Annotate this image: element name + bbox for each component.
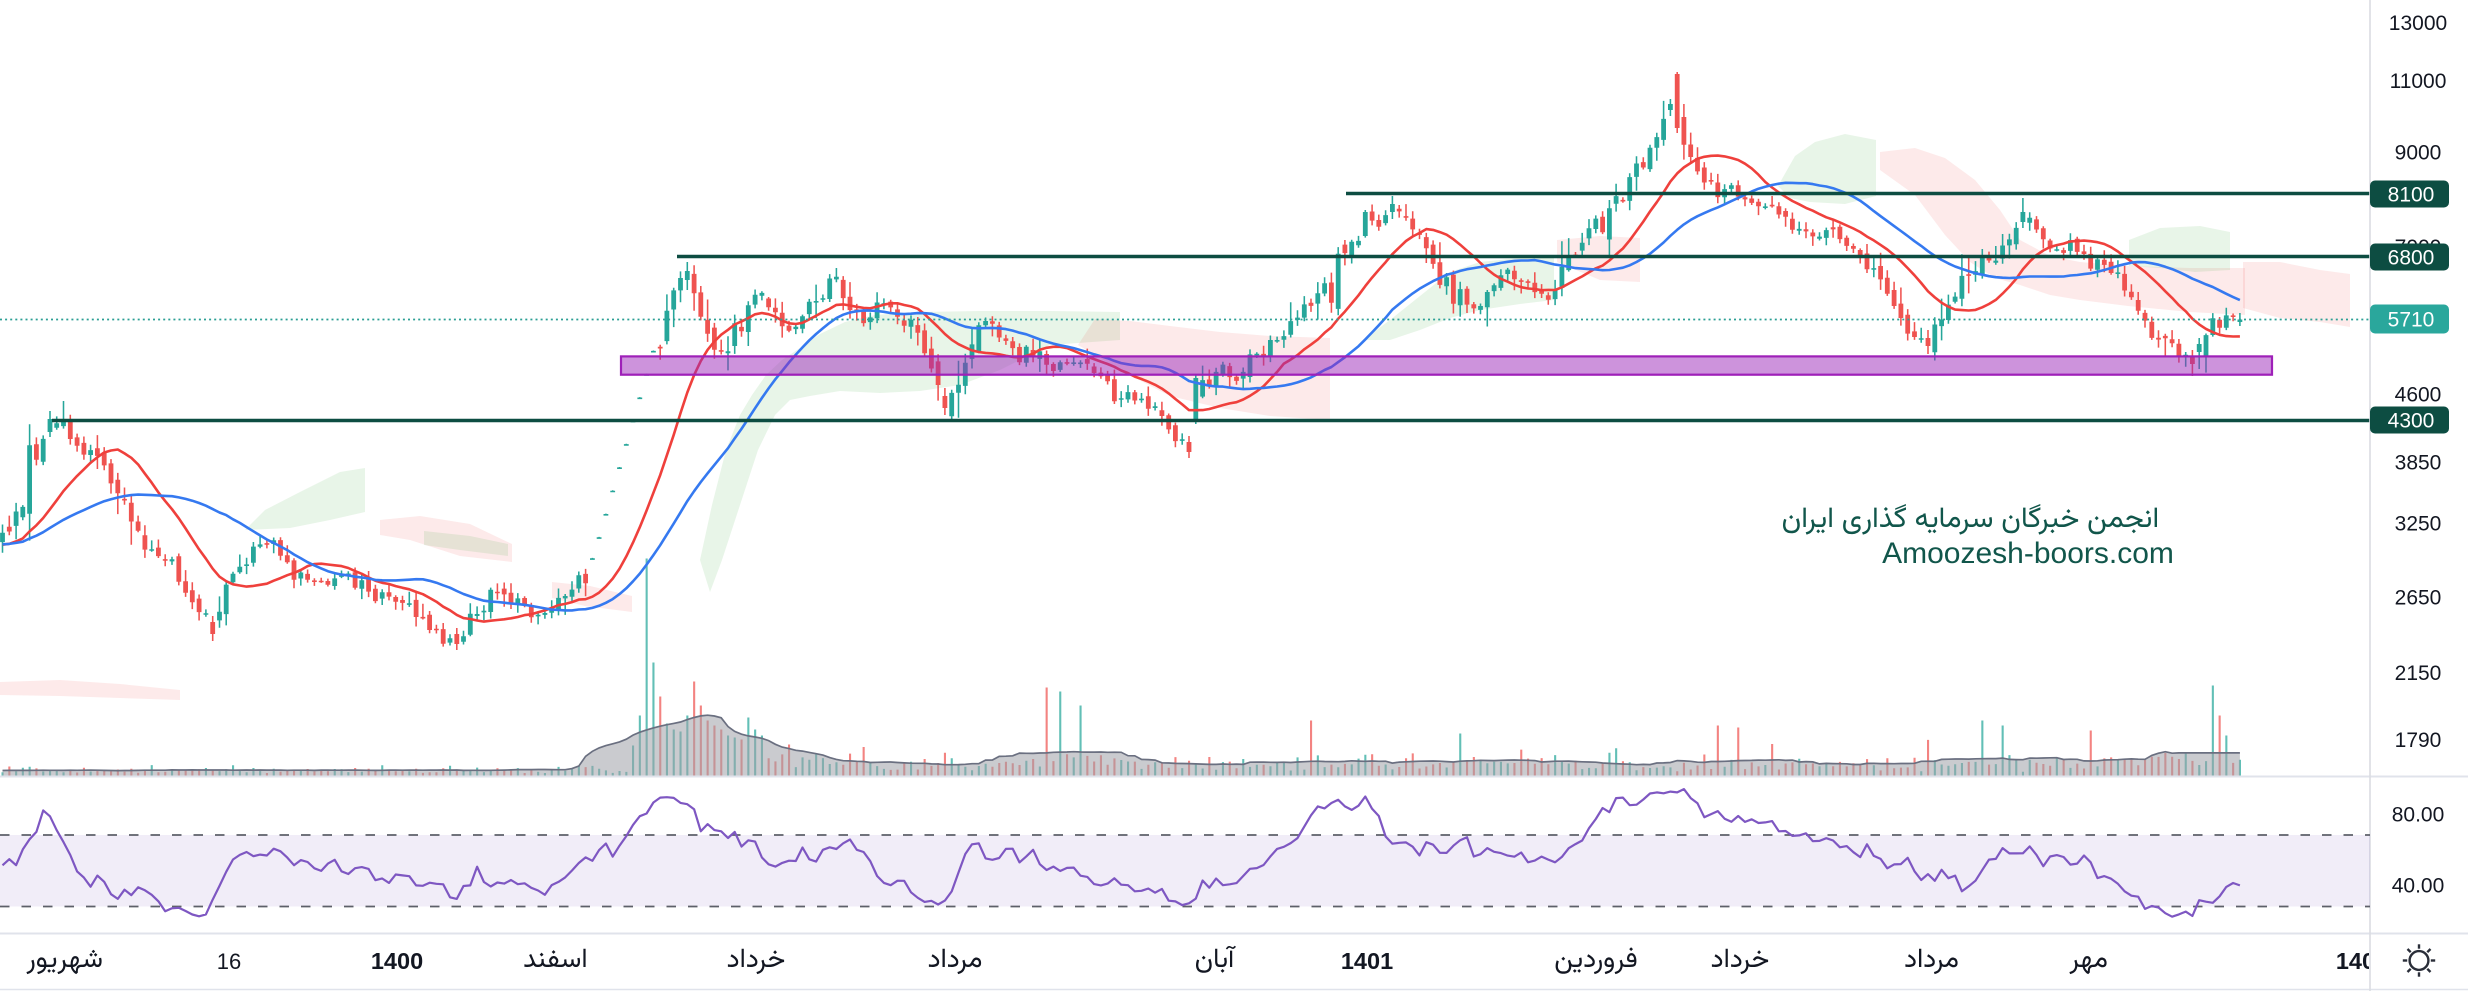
svg-text:1401: 1401 [1341,948,1393,974]
svg-text:Amoozesh-boors.com: Amoozesh-boors.com [1882,537,2174,570]
svg-text:5710: 5710 [2388,309,2435,332]
svg-text:2150: 2150 [2395,662,2442,685]
svg-text:40.00: 40.00 [2392,875,2445,898]
svg-text:3850: 3850 [2395,452,2442,475]
svg-text:13000: 13000 [2389,12,2447,35]
svg-text:2650: 2650 [2395,587,2442,610]
svg-text:80.00: 80.00 [2392,804,2445,827]
svg-text:1790: 1790 [2395,729,2442,752]
svg-text:6800: 6800 [2388,247,2435,270]
svg-text:8100: 8100 [2388,184,2435,207]
svg-text:1402: 1402 [2336,948,2388,974]
svg-text:3250: 3250 [2395,513,2442,536]
svg-text:1400: 1400 [371,948,423,974]
svg-text:11000: 11000 [2390,70,2447,93]
svg-text:4600: 4600 [2395,384,2442,407]
svg-text:4300: 4300 [2388,410,2435,433]
svg-text:9000: 9000 [2395,142,2442,165]
svg-text:16: 16 [217,949,241,974]
